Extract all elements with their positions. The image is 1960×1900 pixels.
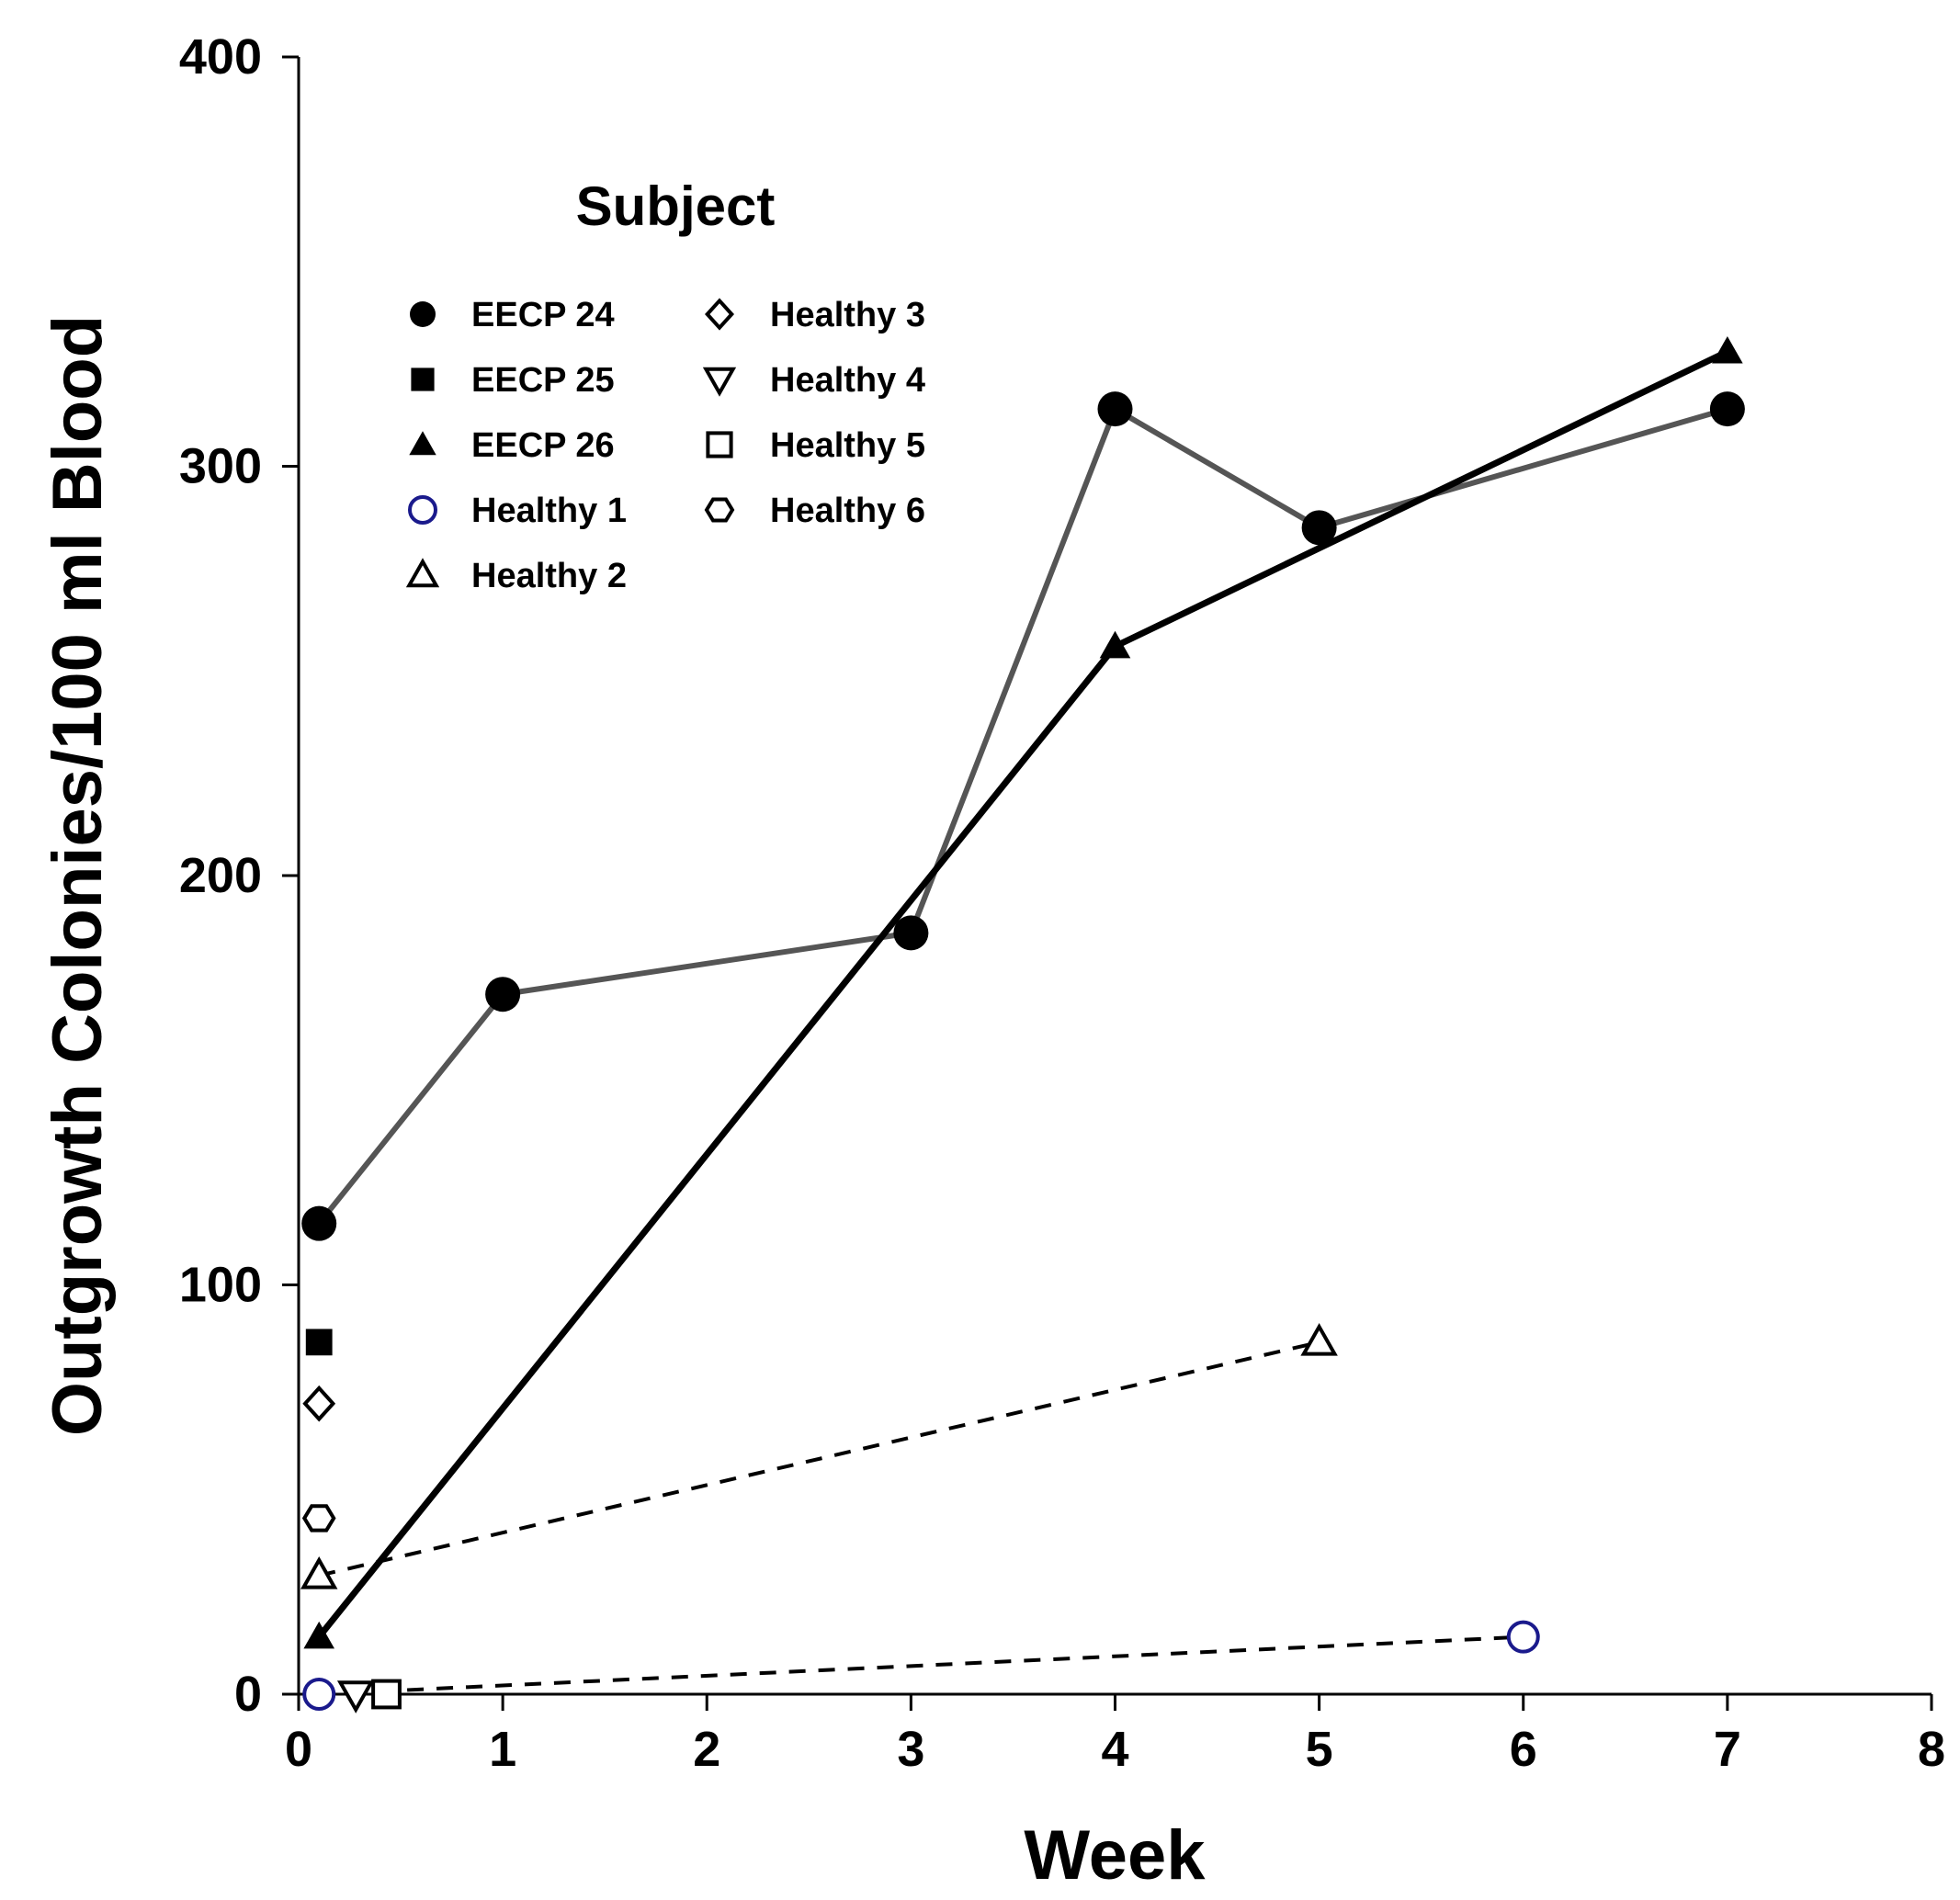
x-tick-label: 7: [1714, 1722, 1741, 1777]
legend-marker-healthy-1: [408, 495, 437, 525]
data-point-healthy-4: [336, 1680, 375, 1713]
x-tick-label: 3: [897, 1722, 924, 1777]
series-lines: [316, 348, 1729, 1696]
legend: Subject EECP 24 EECP 25 EECP 26 Healthy 1 He…: [405, 175, 925, 595]
data-point-eecp-24: [893, 915, 929, 951]
legend-marker-healthy-4: [702, 367, 737, 397]
series-line-healthy-2: [318, 1340, 1320, 1578]
y-tick-label: 100: [179, 1258, 262, 1313]
data-point-eecp-24: [485, 977, 521, 1012]
x-tick-label: 6: [1510, 1722, 1537, 1777]
data-point-eecp-24: [301, 1205, 337, 1241]
legend-label: Healthy 4: [770, 361, 925, 400]
legend-label: EECP 26: [471, 426, 615, 465]
data-point-eecp-25: [305, 1329, 333, 1356]
legend-title: Subject: [576, 175, 776, 237]
y-tick-label: 200: [179, 848, 262, 903]
legend-marker-healthy-2: [405, 558, 440, 588]
legend-marker-healthy-3: [705, 298, 734, 331]
legend-marker-healthy-5: [706, 431, 733, 458]
data-point-eecp-26: [1712, 335, 1743, 364]
x-tick-label: 5: [1306, 1722, 1333, 1777]
series-line-healthy-1: [319, 1634, 1524, 1696]
data-point-eecp-24: [1709, 391, 1745, 427]
legend-label: Healthy 3: [770, 296, 925, 334]
legend-marker-eecp-24: [410, 301, 436, 327]
y-tick-label: 300: [179, 439, 262, 494]
series-line-eecp-24: [316, 404, 1728, 1226]
y-tick-label: 400: [179, 29, 262, 85]
y-axis-title: Outgrowth Colonies/100 ml Blood: [39, 315, 117, 1436]
data-point-eecp-24: [1097, 391, 1133, 427]
x-tick-label: 1: [489, 1722, 516, 1777]
data-point-healthy-2: [1300, 1323, 1338, 1356]
y-tick-label: 0: [234, 1667, 262, 1722]
data-point-healthy-2: [300, 1555, 338, 1589]
data-point-eecp-26: [1099, 630, 1131, 659]
data-point-healthy-3: [302, 1385, 336, 1422]
legend-label: Healthy 6: [770, 492, 925, 530]
data-point-healthy-5: [371, 1679, 402, 1710]
legend-label: Healthy 1: [471, 492, 627, 530]
legend-label: Healthy 2: [471, 557, 627, 595]
x-axis-title: Week: [1024, 1816, 1206, 1894]
series-markers: [300, 335, 1745, 1713]
legend-marker-eecp-25: [411, 368, 435, 391]
legend-label: Healthy 5: [770, 426, 925, 465]
x-tick-label: 0: [285, 1722, 312, 1777]
series-line-eecp-26: [316, 348, 1729, 1639]
legend-marker-healthy-6: [704, 497, 735, 523]
x-tick-label: 8: [1918, 1722, 1945, 1777]
data-point-eecp-26: [303, 1621, 335, 1649]
ticks: 0 1 2 3 4 5 6 7 8 0 100 200 300 400: [179, 29, 1945, 1777]
legend-label: EECP 25: [471, 361, 615, 400]
data-point-healthy-1: [302, 1678, 336, 1711]
x-tick-label: 2: [693, 1722, 720, 1777]
data-point-eecp-24: [1301, 510, 1337, 546]
legend-marker-eecp-26: [409, 431, 436, 456]
data-point-healthy-1: [1506, 1620, 1540, 1654]
x-tick-label: 4: [1101, 1722, 1128, 1777]
data-point-healthy-6: [301, 1504, 336, 1532]
legend-label: EECP 24: [471, 296, 615, 334]
